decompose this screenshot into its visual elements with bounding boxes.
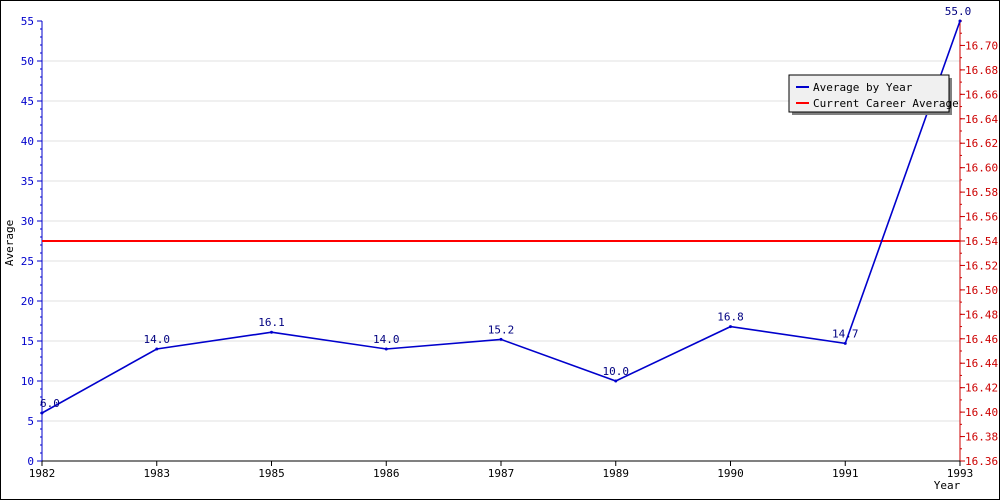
x-tick-label: 1990 (717, 467, 744, 480)
y-left-tick-label: 30 (21, 215, 34, 228)
data-label: 16.8 (717, 311, 744, 324)
y-right-tick-label: 16.48 (965, 308, 998, 321)
data-point (155, 347, 159, 351)
data-label: 6.0 (40, 397, 60, 410)
legend-box (788, 74, 950, 113)
y-left-tick-label: 55 (21, 15, 34, 28)
grid (42, 60, 960, 422)
x-tick-label: 1985 (258, 467, 285, 480)
data-label: 55.0 (945, 5, 972, 18)
legend-item-current-career-average: Current Career Average (813, 97, 959, 110)
data-label: 10.0 (603, 365, 630, 378)
data-point (843, 341, 847, 345)
data-label: 14.0 (144, 333, 171, 346)
y-left-tick-label: 25 (21, 255, 34, 268)
y-right-tick-label: 16.70 (965, 39, 998, 52)
y-right-tick-label: 16.44 (965, 357, 998, 370)
x-tick-label: 1983 (144, 467, 171, 480)
data-point (499, 337, 503, 341)
y-right-tick-label: 16.36 (965, 455, 998, 468)
y-right-tick-label: 16.54 (965, 235, 998, 248)
y-right-tick-label: 16.62 (965, 137, 998, 150)
data-point (40, 411, 44, 415)
axes: 0 5 10 15 20 25 30 35 40 45 50 55 16.36 16.38 16.40 16.… (21, 15, 999, 480)
y-right-tick-label: 16.42 (965, 382, 998, 395)
data-label: 14.0 (373, 333, 400, 346)
y-axis-title: Average (3, 220, 16, 266)
y-right-tick-label: 16.68 (965, 64, 998, 77)
x-axis-title: Year (934, 479, 961, 492)
data-label: 16.1 (258, 316, 285, 329)
y-left-tick-label: 35 (21, 175, 34, 188)
data-point (729, 325, 732, 329)
x-tick-label: 1991 (832, 467, 859, 480)
x-tick-label: 1987 (488, 467, 515, 480)
y-right-tick-label: 16.46 (965, 333, 998, 346)
y-left-tick-label: 5 (27, 415, 34, 428)
y-right-tick-label: 16.52 (965, 259, 998, 272)
y-right-tick-label: 16.38 (965, 431, 998, 444)
y-right-tick-label: 16.56 (965, 211, 998, 224)
data-point (384, 347, 388, 351)
y-right-tick-label: 16.60 (965, 162, 998, 175)
x-tick-label: 1989 (603, 467, 630, 480)
y-left-tick-label: 45 (21, 95, 34, 108)
series-layer (40, 19, 962, 415)
y-left-tick-label: 40 (21, 135, 34, 148)
y-left-tick-label: 10 (21, 375, 34, 388)
legend-item-average-by-year: Average by Year (813, 81, 913, 94)
y-right-tick-label: 16.66 (965, 88, 998, 101)
y-right-tick-label: 16.40 (965, 406, 998, 419)
data-point (614, 379, 618, 383)
data-label: 15.2 (488, 323, 515, 336)
y-right-tick-label: 16.64 (965, 113, 998, 126)
data-point (270, 330, 273, 334)
y-left-tick-label: 15 (21, 335, 34, 348)
y-right-tick-label: 16.50 (965, 284, 998, 297)
x-tick-label: 1993 (947, 467, 974, 480)
y-left-tick-label: 20 (21, 295, 34, 308)
y-right-tick-label: 16.58 (965, 186, 998, 199)
data-label: 14.7 (832, 327, 859, 340)
x-tick-label: 1986 (373, 467, 400, 480)
x-tick-label: 1982 (29, 467, 56, 480)
legend: Average by Year Current Career Average (788, 74, 959, 115)
y-left-tick-label: 50 (21, 55, 34, 68)
data-labels: 6.0 14.0 16.1 14.0 15.2 10.0 16.8 14.7 55.0 (40, 5, 971, 410)
y-left-tick-label: 0 (27, 455, 34, 468)
data-point (958, 19, 962, 23)
